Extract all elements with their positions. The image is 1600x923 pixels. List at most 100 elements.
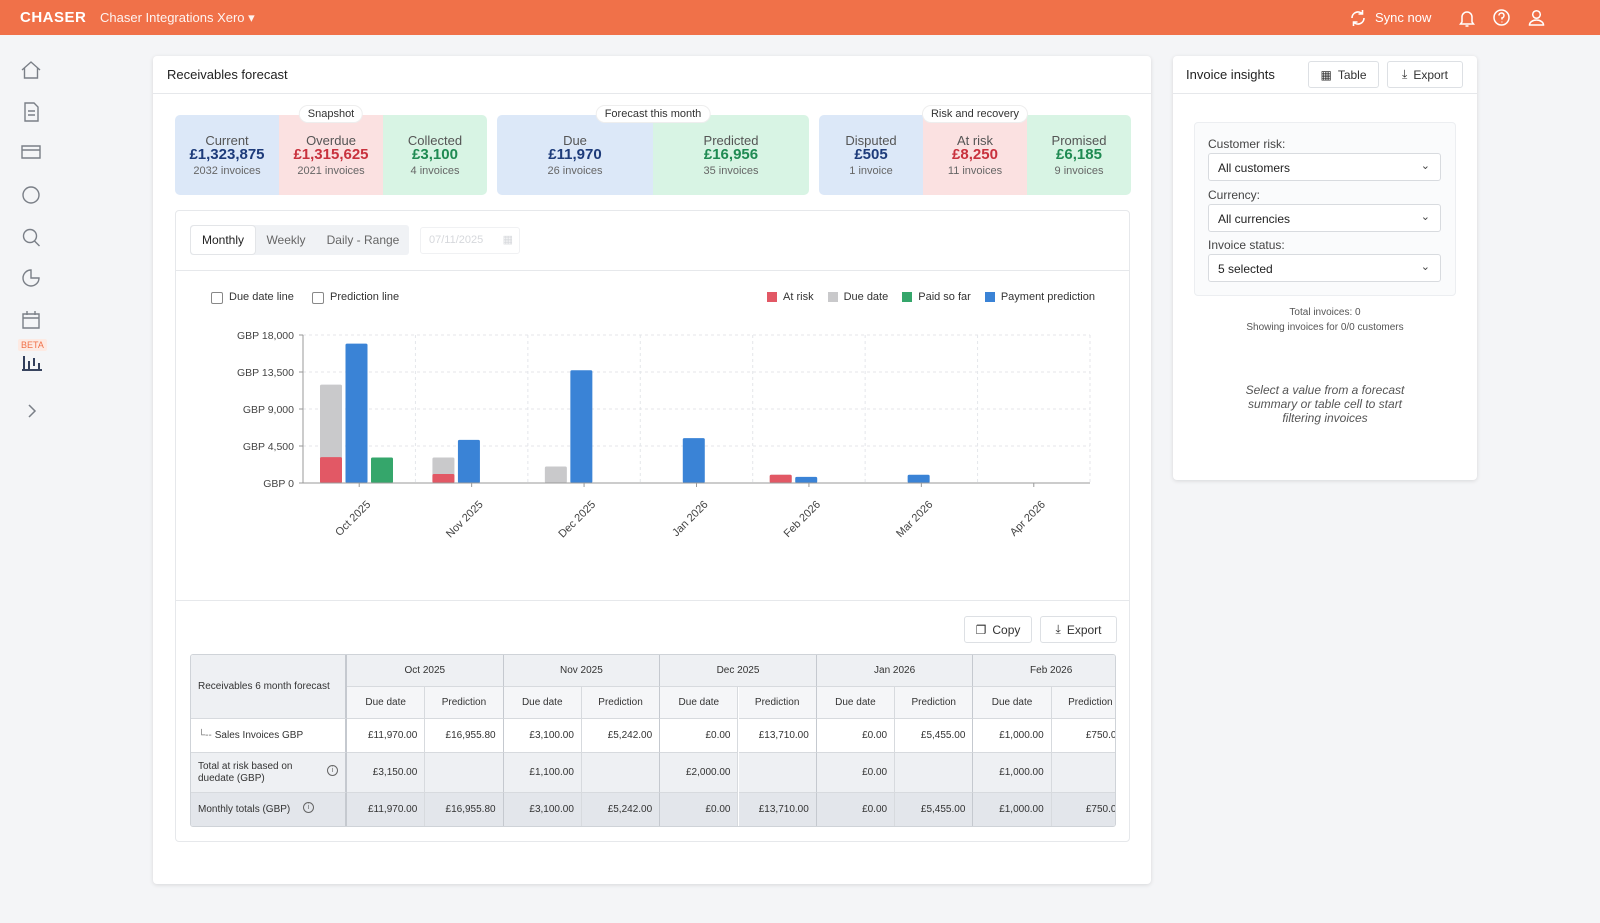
table-cell <box>581 753 661 793</box>
info-icon[interactable]: i <box>327 765 338 776</box>
bar <box>457 439 480 483</box>
help-icon[interactable] <box>1492 8 1511 27</box>
stat-amount: £1,315,625 <box>293 146 369 163</box>
nav-icons <box>21 61 41 329</box>
stat-amount: £16,956 <box>703 146 759 163</box>
table-cell[interactable]: £750.00 <box>1051 793 1115 826</box>
table-cell[interactable]: £3,100.00 <box>503 793 582 826</box>
nav-forecast[interactable] <box>21 353 43 371</box>
user-icon[interactable] <box>1527 8 1546 27</box>
filter-select[interactable]: All currencies ⌄ <box>1208 203 1441 232</box>
legend-item[interactable]: Paid so far <box>902 291 971 303</box>
insights-button[interactable]: ⤓ Export <box>1387 61 1463 88</box>
checkbox[interactable] <box>211 292 223 304</box>
nav-search[interactable] <box>22 228 38 244</box>
stat-amount: £11,970 <box>548 146 602 163</box>
filter-select[interactable]: All customers ⌄ <box>1208 153 1441 181</box>
stat-card[interactable]: Predicted £16,956 35 invoices <box>653 115 809 195</box>
insights-button[interactable]: ▦ Table <box>1308 61 1379 88</box>
month-header: Feb 2026 <box>973 655 1115 687</box>
table-cell[interactable]: £0.00 <box>816 793 896 826</box>
org-selector[interactable]: Chaser Integrations Xero ▾ <box>100 10 255 25</box>
legend: At risk Due date Paid so far Payment predic… <box>767 291 1095 303</box>
checkbox-label[interactable]: Due date line <box>229 291 294 303</box>
button-icon: ⤓ <box>1055 622 1061 636</box>
table-cell <box>738 753 817 793</box>
stat-count: 9 invoices <box>1054 165 1104 177</box>
stat-group: Due £11,970 26 invoices Predicted £16,956 35 … <box>497 115 809 195</box>
checkbox-label[interactable]: Prediction line <box>330 291 400 303</box>
stat-card[interactable]: Current £1,323,875 2032 invoices <box>175 115 279 195</box>
table-cell[interactable]: £2,000.00 <box>660 753 739 793</box>
table-action-button[interactable]: ❐ Copy <box>964 616 1032 643</box>
legend-label: Paid so far <box>918 291 971 303</box>
table-cell[interactable]: £0.00 <box>660 793 739 826</box>
checkbox[interactable] <box>312 292 324 304</box>
expand-sidebar[interactable] <box>26 403 38 419</box>
stat-amount: £6,185 <box>1056 146 1102 163</box>
nav-invoices[interactable] <box>24 102 39 122</box>
table-cell[interactable]: £1,100.00 <box>503 753 582 793</box>
y-tick-label: GBP 0 <box>263 478 294 490</box>
table-cell[interactable]: £3,150.00 <box>347 753 426 793</box>
stat-card[interactable]: Due £11,970 26 invoices <box>497 115 653 195</box>
nav-reports[interactable] <box>22 269 40 287</box>
sync-now[interactable]: Sync now <box>1375 10 1432 25</box>
table-cell[interactable]: £5,242.00 <box>581 719 661 753</box>
nav-payments[interactable] <box>21 145 41 159</box>
sync-icon[interactable] <box>1348 8 1368 28</box>
x-tick-label: Apr 2026 <box>1008 499 1048 539</box>
table-cell[interactable]: £750.00 <box>1051 719 1115 753</box>
brand[interactable]: CHASER <box>20 9 87 26</box>
date-input[interactable]: 07/11/2025 ▦ <box>420 227 520 254</box>
stat-amount: £1,323,875 <box>189 146 265 163</box>
table-cell[interactable]: £16,955.80 <box>425 719 504 753</box>
x-tick-label: Nov 2025 <box>444 499 486 541</box>
table-cell[interactable]: £5,242.00 <box>581 793 661 826</box>
table-cell[interactable]: £13,710.00 <box>738 719 817 753</box>
period-tab[interactable]: Monthly <box>191 226 255 254</box>
stat-count: 26 invoices <box>547 165 603 177</box>
table-cell[interactable]: £13,710.00 <box>738 793 817 826</box>
notifications-icon[interactable] <box>1458 8 1476 28</box>
stat-card[interactable]: At risk £8,250 11 invoices <box>923 115 1027 195</box>
table-cell[interactable]: £5,455.00 <box>895 719 974 753</box>
table-cell[interactable]: £16,955.80 <box>425 793 504 826</box>
month-header: Jan 2026 <box>816 655 974 687</box>
nav-home[interactable] <box>21 61 41 79</box>
bar <box>682 438 705 483</box>
table-cell[interactable]: £11,970.00 <box>347 793 426 826</box>
stat-card[interactable]: Overdue £1,315,625 2021 invoices <box>279 115 383 195</box>
filter-select[interactable]: 5 selected ⌄ <box>1208 254 1441 282</box>
period-tab[interactable]: Daily - Range <box>326 233 400 247</box>
table-cell[interactable]: £5,455.00 <box>895 793 974 826</box>
stat-card[interactable]: Collected £3,100 4 invoices <box>383 115 487 195</box>
nav-cash[interactable] <box>22 186 40 204</box>
filter-value: All customers <box>1218 161 1291 175</box>
stat-card[interactable]: Promised £6,185 9 invoices <box>1027 115 1131 195</box>
stat-amount: £3,100 <box>412 146 458 163</box>
group-badge: Forecast this month <box>596 106 710 122</box>
info-icon[interactable]: i <box>303 802 314 813</box>
table-cell[interactable]: £1,000.00 <box>973 753 1052 793</box>
table-cell[interactable]: £0.00 <box>816 753 896 793</box>
table-cell[interactable]: £0.00 <box>816 719 896 753</box>
subcolumn-header: Prediction <box>425 687 504 719</box>
table-cell[interactable]: £1,000.00 <box>973 793 1052 826</box>
legend-item[interactable]: At risk <box>767 291 814 303</box>
nav-calendar[interactable] <box>22 311 40 329</box>
bar <box>907 474 930 483</box>
legend-item[interactable]: Payment prediction <box>984 291 1095 303</box>
table-cell[interactable]: £1,000.00 <box>973 719 1052 753</box>
table-action-button[interactable]: ⤓ Export <box>1040 616 1117 643</box>
subcolumn-header: Due date <box>816 687 896 719</box>
table-cell[interactable]: £3,100.00 <box>503 719 582 753</box>
period-tab[interactable]: Weekly <box>266 233 306 247</box>
table-cell[interactable]: £11,970.00 <box>347 719 426 753</box>
row-header: Monthly totals (GBP) i <box>191 793 347 826</box>
insights-title: Invoice insights <box>1186 67 1275 82</box>
table-cell[interactable]: £0.00 <box>660 719 739 753</box>
legend-item[interactable]: Due date <box>827 291 888 303</box>
stat-card[interactable]: Disputed £505 1 invoice <box>819 115 923 195</box>
subcolumn-header: Due date <box>503 687 582 719</box>
